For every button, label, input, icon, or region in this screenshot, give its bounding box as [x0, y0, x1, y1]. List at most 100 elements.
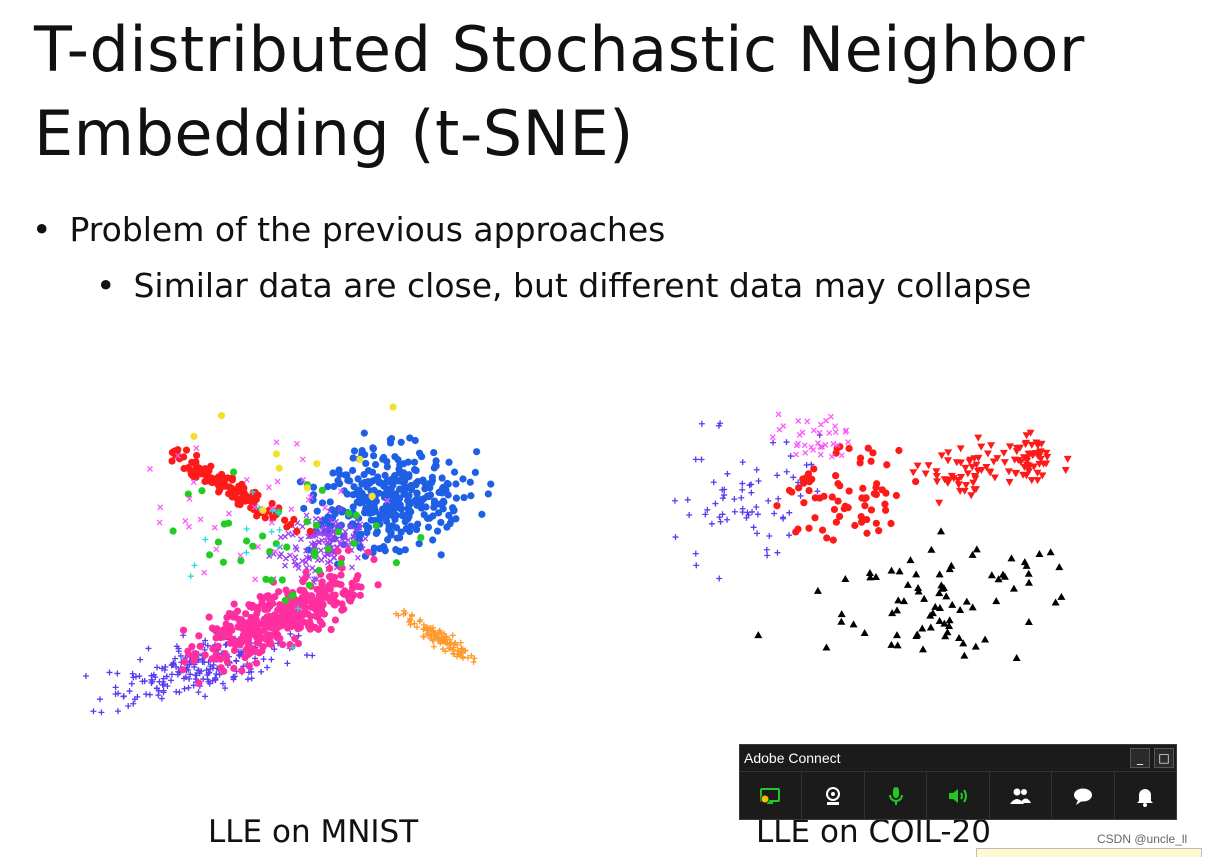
share-screen-button[interactable]: [740, 772, 803, 820]
scatter-point: [440, 638, 447, 645]
scatter-point: [211, 476, 219, 484]
scatter-point: [235, 622, 243, 630]
scatter-point: [200, 676, 207, 683]
attendees-button[interactable]: [990, 772, 1053, 820]
scatter-point: [160, 681, 167, 688]
scatter-point: [829, 536, 837, 544]
scatter-point: [317, 547, 324, 554]
scatter-point: [385, 522, 393, 531]
scatter-point: [828, 453, 835, 460]
adobe-connect-toolbar: [740, 771, 1176, 820]
scatter-point: [956, 459, 965, 467]
scatter-point: [386, 439, 395, 447]
scatter-point: [449, 632, 456, 639]
scatter-point: [347, 523, 354, 530]
scatter-point: [197, 516, 204, 523]
scatter-point: [369, 444, 377, 452]
scatter-point: [324, 482, 332, 491]
scatter-point: [844, 504, 852, 512]
scatter-point: [804, 470, 813, 478]
scatter-point: [433, 527, 442, 535]
scatter-point: [313, 460, 321, 468]
scatter-point: [1022, 472, 1031, 480]
scatter-point: [771, 510, 778, 517]
scatter-point: [888, 609, 897, 617]
scatter-point: [739, 486, 746, 493]
scatter-point: [430, 643, 437, 650]
scatter-point: [893, 606, 902, 614]
scatter-point: [341, 471, 349, 479]
scatter-point: [379, 455, 387, 463]
minimize-button[interactable]: _: [1130, 748, 1150, 768]
scatter-point: [318, 499, 327, 507]
scatter-point: [830, 505, 839, 514]
scatter-point: [313, 585, 321, 594]
scatter-point: [971, 642, 980, 650]
scatter-point: [413, 489, 421, 497]
scatter-point: [717, 420, 724, 427]
scatter-point: [1024, 450, 1033, 458]
scatter-point: [293, 440, 300, 447]
scatter-point: [671, 497, 678, 504]
scatter-point: [212, 677, 219, 684]
scatter-point: [239, 631, 247, 639]
scatter-point: [960, 651, 969, 659]
scatter-point: [169, 671, 176, 678]
scatter-point: [445, 511, 453, 519]
scatter-point: [400, 460, 408, 468]
speaker-button[interactable]: [927, 772, 990, 820]
scatter-point: [1007, 554, 1016, 562]
scatter-point: [229, 468, 238, 476]
camera-button[interactable]: [802, 772, 865, 820]
scatter-point: [405, 492, 413, 500]
scatter-point: [878, 486, 886, 494]
scatter-point: [447, 641, 454, 648]
adobe-connect-title-bar[interactable]: Adobe Connect _ □: [740, 745, 1176, 771]
scatter-point: [155, 692, 162, 699]
scatter-point: [935, 570, 944, 578]
scatter-point: [484, 490, 492, 498]
scatter-point: [350, 534, 357, 541]
scatter-point: [800, 499, 808, 507]
scatter-point: [961, 464, 970, 472]
scatter-point: [185, 523, 192, 530]
scatter-point: [721, 492, 728, 499]
scatter-point: [1024, 569, 1033, 577]
scatter-point: [698, 420, 705, 427]
scatter-point: [341, 532, 348, 539]
scatter-point: [710, 479, 717, 486]
scatter-point: [830, 440, 837, 447]
scatter-point: [317, 516, 324, 523]
scatter-point: [296, 586, 304, 594]
scatter-point: [114, 708, 121, 715]
scatter-point: [935, 589, 944, 597]
scatter-point: [684, 496, 691, 503]
scatter-point: [242, 537, 251, 545]
scatter-point: [349, 466, 357, 475]
scatter-point: [837, 610, 846, 618]
scatter-point: [841, 575, 850, 583]
scatter-point: [914, 587, 923, 595]
scatter-point: [326, 564, 334, 573]
microphone-button[interactable]: [865, 772, 928, 820]
scatter-point: [228, 474, 237, 482]
scatter-point: [147, 465, 153, 472]
scatter-point: [225, 483, 234, 491]
scatter-point: [763, 546, 770, 553]
scatter-point: [770, 439, 777, 446]
scatter-point: [258, 600, 266, 608]
scatter-point: [892, 491, 901, 500]
maximize-button[interactable]: □: [1154, 748, 1174, 768]
scatter-point: [126, 688, 133, 695]
scatter-point: [1033, 477, 1042, 485]
scatter-point: [795, 484, 803, 492]
scatter-point: [383, 463, 391, 471]
scatter-point: [249, 492, 258, 500]
scatter-point: [430, 497, 439, 505]
scatter-point: [822, 442, 829, 448]
scatter-point: [883, 461, 891, 469]
scatter-point: [300, 504, 308, 513]
notifications-button[interactable]: [1115, 772, 1176, 820]
chat-button[interactable]: [1052, 772, 1115, 820]
scatter-point: [344, 546, 353, 554]
